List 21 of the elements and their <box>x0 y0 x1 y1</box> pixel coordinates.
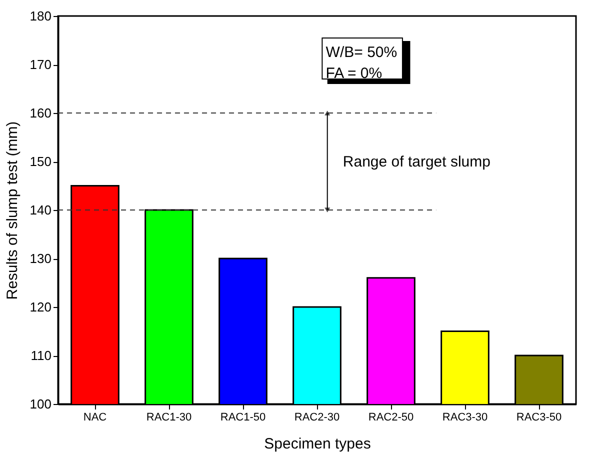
annotation: W/B= 50% <box>326 44 398 61</box>
x-axis-title: Specimen types <box>264 436 371 452</box>
annotation: Range of target slump <box>342 154 490 170</box>
x-tick-label: RAC2-50 <box>368 412 414 424</box>
x-tick-label: RAC1-30 <box>146 412 192 424</box>
annotation: FA = 0% <box>326 65 382 82</box>
x-tick-label: NAC <box>83 412 107 424</box>
y-tick-label: 100 <box>30 396 52 412</box>
x-tick-label: RAC1-50 <box>220 412 266 424</box>
y-tick-label: 170 <box>30 57 52 72</box>
x-tick-label: RAC2-30 <box>294 412 340 424</box>
y-tick-label: 110 <box>30 348 52 363</box>
x-tick-label: RAC3-50 <box>516 412 562 424</box>
y-tick-label: 180 <box>30 8 52 24</box>
x-tick-label: RAC3-30 <box>442 412 488 424</box>
y-tick-label: 160 <box>30 106 52 120</box>
y-tick-label: 140 <box>30 202 52 218</box>
y-tick-label: 130 <box>30 251 52 266</box>
y-tick-label: 150 <box>30 154 52 169</box>
y-tick-label: 120 <box>30 300 52 314</box>
y-axis-title: Results of slump test (mm) <box>4 121 21 300</box>
